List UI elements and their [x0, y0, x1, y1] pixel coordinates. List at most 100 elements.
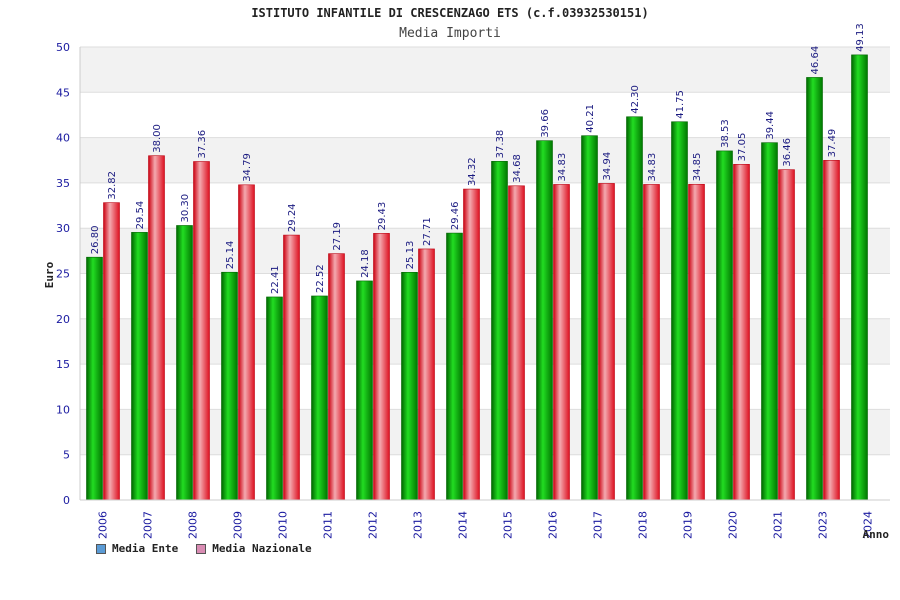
- value-label-media-ente-2013: 25.13: [405, 241, 416, 270]
- grid-band: [80, 318, 890, 365]
- x-tick-label-2020: 2020: [727, 511, 740, 539]
- value-label-media-ente-2009: 25.14: [225, 241, 236, 270]
- value-label-media-ente-2007: 29.54: [135, 201, 146, 230]
- grid-band: [80, 364, 890, 410]
- bar-media-ente-2007: [131, 232, 148, 501]
- bar-media-nazionale-2023: [823, 160, 840, 501]
- value-label-media-ente-2011: 22.52: [315, 264, 326, 293]
- y-tick-label: 15: [56, 358, 70, 371]
- value-label-media-nazionale-2016: 34.83: [557, 153, 568, 182]
- value-label-media-ente-2014: 29.46: [450, 201, 461, 230]
- value-label-media-nazionale-2011: 27.19: [332, 222, 343, 251]
- legend-label-nazionale: Media Nazionale: [212, 542, 312, 555]
- bar-media-nazionale-2006: [103, 202, 120, 501]
- y-axis-title: Euro: [43, 261, 56, 288]
- value-label-media-ente-2019: 41.75: [675, 90, 686, 119]
- bar-media-ente-2012: [356, 280, 373, 501]
- x-tick-label-2023: 2023: [817, 511, 830, 539]
- bar-media-nazionale-2017: [598, 183, 615, 501]
- bar-media-nazionale-2011: [328, 253, 345, 501]
- x-tick-label-2006: 2006: [97, 511, 110, 539]
- legend-swatch-ente: [96, 543, 106, 554]
- x-tick-label-2014: 2014: [457, 511, 470, 539]
- x-tick-label-2015: 2015: [502, 511, 515, 539]
- bar-media-nazionale-2014: [463, 188, 480, 501]
- value-labels: 26.80 32.82 29.54 38.00 30.30 37.36 25.14 34.79…: [90, 23, 866, 294]
- x-tick-label-2024: 2024: [862, 511, 875, 539]
- bar-media-ente-2015: [491, 161, 508, 501]
- bar-media-nazionale-2010: [283, 234, 300, 501]
- x-tick-label-2007: 2007: [142, 511, 155, 539]
- value-label-media-nazionale-2014: 34.32: [467, 157, 478, 186]
- bar-media-ente-2016: [536, 140, 553, 501]
- y-tick-label: 45: [56, 86, 70, 99]
- y-tick-label: 50: [56, 41, 70, 54]
- bar-media-nazionale-2019: [688, 183, 705, 501]
- value-label-media-ente-2012: 24.18: [360, 249, 371, 278]
- grid-band: [80, 228, 890, 274]
- value-label-media-ente-2017: 40.21: [585, 104, 596, 133]
- x-tick-label-2012: 2012: [367, 511, 380, 539]
- grid-band: [80, 47, 890, 93]
- x-tick-label-2008: 2008: [187, 511, 200, 539]
- bar-media-ente-2014: [446, 232, 463, 501]
- value-label-media-nazionale-2020: 37.05: [737, 133, 748, 162]
- x-tick-label-2018: 2018: [637, 511, 650, 539]
- value-label-media-ente-2018: 42.30: [630, 85, 641, 114]
- bar-media-nazionale-2012: [373, 233, 390, 501]
- bar-media-nazionale-2015: [508, 185, 525, 501]
- x-tick-label-2021: 2021: [772, 511, 785, 539]
- bar-media-nazionale-2008: [193, 161, 210, 501]
- bars: [86, 54, 868, 501]
- value-label-media-nazionale-2006: 32.82: [107, 171, 118, 200]
- value-label-media-nazionale-2010: 29.24: [287, 203, 298, 232]
- bar-media-nazionale-2013: [418, 248, 435, 501]
- x-tick-label-2010: 2010: [277, 511, 290, 539]
- chart-subtitle: Media Importi: [399, 26, 501, 41]
- value-label-media-ente-2024: 49.13: [855, 23, 866, 52]
- grid-band: [80, 409, 890, 455]
- chart-title: ISTITUTO INFANTILE DI CRESCENZAGO ETS (c…: [251, 6, 649, 20]
- value-label-media-nazionale-2008: 37.36: [197, 130, 208, 159]
- bar-media-ente-2017: [581, 135, 598, 501]
- value-label-media-nazionale-2012: 29.43: [377, 202, 388, 231]
- x-tick-label-2019: 2019: [682, 511, 695, 539]
- x-tick-label-2009: 2009: [232, 511, 245, 539]
- bar-media-nazionale-2009: [238, 184, 255, 501]
- axes: 0 5 10 15 20 25 30 35 40 45 50 2006 2007 2008 2009 2010…: [56, 41, 890, 539]
- grid-band: [80, 273, 890, 319]
- value-label-media-nazionale-2019: 34.85: [692, 153, 703, 182]
- bar-media-ente-2023: [806, 77, 823, 501]
- legend-swatch-nazionale: [196, 543, 207, 554]
- bar-media-ente-2019: [671, 121, 688, 501]
- value-label-media-nazionale-2023: 37.49: [827, 129, 838, 158]
- bar-media-nazionale-2016: [553, 184, 570, 501]
- bar-media-ente-2020: [716, 150, 733, 501]
- y-tick-label: 30: [56, 222, 70, 235]
- value-label-media-nazionale-2013: 27.71: [422, 217, 433, 246]
- value-label-media-ente-2006: 26.80: [90, 226, 101, 255]
- value-label-media-nazionale-2021: 36.46: [782, 138, 793, 167]
- y-tick-label: 25: [56, 268, 70, 281]
- value-label-media-nazionale-2017: 34.94: [602, 152, 613, 181]
- bar-media-ente-2010: [266, 296, 283, 501]
- y-tick-label: 10: [56, 403, 70, 416]
- grid-band: [80, 454, 890, 500]
- x-tick-label-2017: 2017: [592, 511, 605, 539]
- x-tick-label-2016: 2016: [547, 511, 560, 539]
- bar-media-ente-2013: [401, 272, 418, 501]
- y-tick-label: 5: [63, 449, 70, 462]
- value-label-media-ente-2010: 22.41: [270, 265, 281, 294]
- bar-media-ente-2011: [311, 295, 328, 501]
- grid-band: [80, 182, 890, 229]
- value-label-media-nazionale-2018: 34.83: [647, 153, 658, 182]
- legend-label-ente: Media Ente: [112, 542, 179, 555]
- value-label-media-ente-2008: 30.30: [180, 194, 191, 223]
- legend-item-nazionale: Media Nazionale: [196, 542, 312, 555]
- x-tick-label-2013: 2013: [412, 511, 425, 539]
- x-tick-label-2011: 2011: [322, 511, 335, 539]
- bar-media-ente-2006: [86, 256, 103, 501]
- bar-media-nazionale-2021: [778, 169, 795, 501]
- value-label-media-ente-2021: 39.44: [765, 111, 776, 140]
